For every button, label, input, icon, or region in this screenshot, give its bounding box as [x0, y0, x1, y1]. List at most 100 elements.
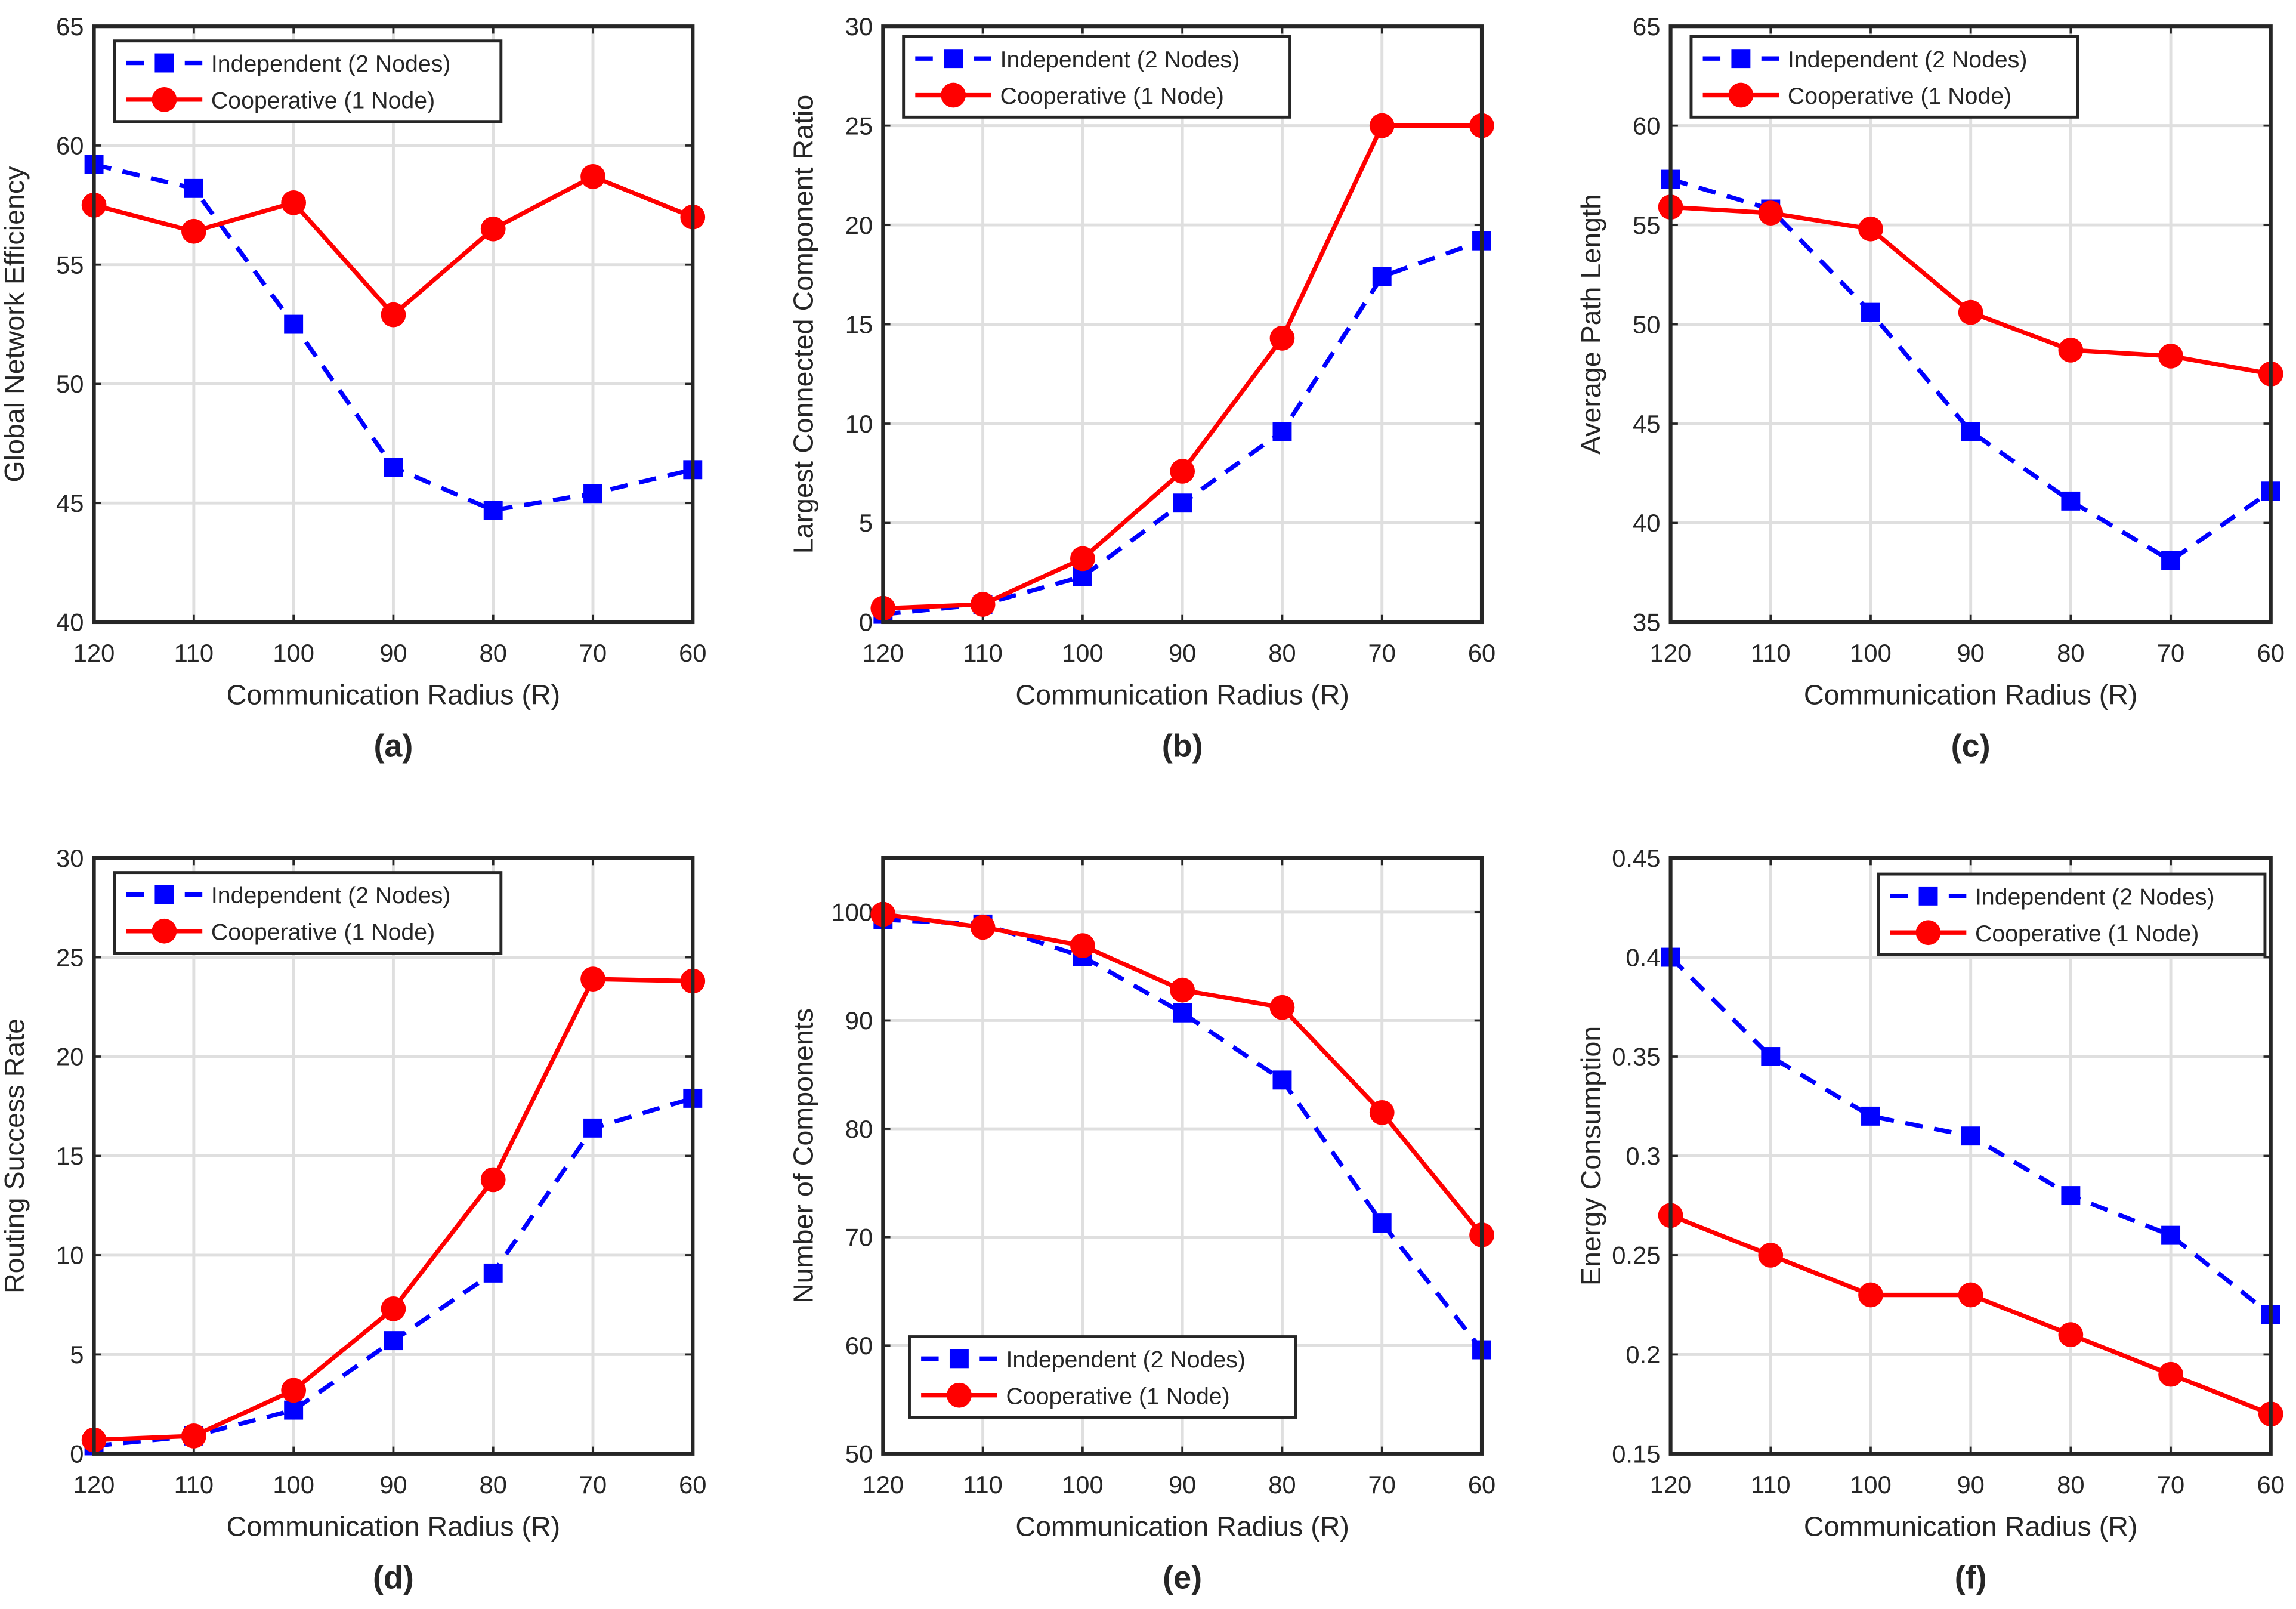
legend-circle-marker-icon	[941, 82, 966, 108]
data-point-cooperative	[2158, 1361, 2183, 1387]
data-point-cooperative	[580, 966, 605, 992]
y-tick-label: 90	[845, 1006, 873, 1034]
y-tick-label: 0.3	[1626, 1142, 1660, 1170]
legend-square-marker-icon	[154, 53, 174, 73]
y-tick-label: 40	[56, 609, 84, 637]
data-point-cooperative	[1758, 200, 1784, 226]
data-point-independent	[284, 1400, 304, 1420]
y-tick-label: 25	[845, 112, 873, 140]
x-tick-label: 90	[1169, 1471, 1196, 1499]
axes-box	[881, 856, 1484, 1456]
axes-box	[92, 24, 695, 625]
legend-box	[1689, 35, 2079, 119]
y-tick-label: 10	[845, 410, 873, 438]
legend-label: Cooperative (1 Node)	[211, 88, 435, 114]
legend-square-marker-icon	[1918, 886, 1938, 906]
y-axis-label: Routing Success Rate	[0, 1018, 30, 1293]
data-point-cooperative	[1170, 459, 1195, 484]
x-tick-label: 60	[1468, 1471, 1495, 1499]
data-point-cooperative	[1269, 326, 1295, 351]
x-tick-label: 70	[1368, 1471, 1396, 1499]
y-tick-label: 55	[56, 251, 84, 279]
x-tick-label: 60	[2257, 639, 2285, 667]
legend-item-independent: Independent (2 Nodes)	[126, 51, 451, 77]
y-tick-label: 15	[56, 1142, 84, 1170]
y-tick-label: 0.15	[1612, 1440, 1660, 1468]
data-point-independent	[1372, 267, 1392, 286]
legend-item-independent: Independent (2 Nodes)	[921, 1347, 1246, 1373]
legend-box	[1877, 872, 2267, 956]
data-point-cooperative	[1070, 933, 1095, 959]
legend-label: Independent (2 Nodes)	[211, 51, 451, 77]
legend-square-marker-icon	[154, 885, 174, 904]
y-tick-label: 20	[845, 211, 873, 239]
data-point-independent	[1761, 1047, 1781, 1066]
x-tick-label: 90	[1169, 639, 1196, 667]
x-tick-label: 110	[174, 639, 214, 667]
data-point-independent	[483, 1263, 503, 1283]
subplot-f: 120 110 100 90 80 70 60 0.15 0.2 0.25 0.3 0.35 0.4 0.…	[1575, 844, 2285, 1596]
subplot-c: 120 110 100 90 80 70 60 35 40 45 50 55 60 65 Communica…	[1575, 13, 2285, 764]
data-point-independent	[1961, 422, 1980, 441]
y-axis-label: Largest Connected Component Ratio	[788, 95, 819, 554]
y-tick-label: 50	[56, 370, 84, 398]
axes-box	[881, 24, 1484, 625]
panel-label: (a)	[373, 728, 413, 764]
y-tick-label: 10	[56, 1242, 84, 1270]
legend-item-cooperative: Cooperative (1 Node)	[126, 918, 435, 945]
x-tick-label: 70	[579, 639, 607, 667]
data-point-cooperative	[970, 592, 996, 617]
x-tick-label: 120	[1650, 1471, 1692, 1499]
legend-label: Independent (2 Nodes)	[211, 882, 451, 909]
data-point-cooperative	[480, 1167, 506, 1193]
y-tick-label: 35	[1633, 609, 1660, 637]
x-tick-label: 90	[379, 1471, 407, 1499]
x-tick-label: 60	[2257, 1471, 2285, 1499]
x-tick-label: 120	[863, 639, 904, 667]
legend: Independent (2 Nodes) Cooperative (1 Node…	[113, 39, 503, 123]
data-point-cooperative	[1369, 1100, 1395, 1125]
x-tick-label: 80	[2057, 1471, 2084, 1499]
x-axis-label: Communication Radius (R)	[227, 1511, 561, 1542]
data-point-independent	[2161, 1225, 2181, 1245]
y-tick-label: 40	[1633, 509, 1660, 537]
y-tick-label: 0.35	[1612, 1043, 1660, 1071]
y-tick-label: 65	[1633, 13, 1660, 41]
legend-label: Cooperative (1 Node)	[1000, 83, 1224, 109]
legend-label: Independent (2 Nodes)	[1788, 47, 2028, 73]
data-point-cooperative	[1858, 1282, 1883, 1308]
y-tick-label: 80	[845, 1115, 873, 1143]
legend: Independent (2 Nodes) Cooperative (1 Node…	[1877, 872, 2267, 956]
y-tick-label: 15	[845, 310, 873, 338]
panel-label: (e)	[1163, 1560, 1202, 1596]
x-tick-label: 70	[2157, 639, 2184, 667]
x-tick-label: 80	[1268, 639, 1296, 667]
data-point-independent	[2061, 1186, 2081, 1206]
legend-item-cooperative: Cooperative (1 Node)	[1890, 920, 2199, 947]
data-point-independent	[2061, 491, 2081, 511]
data-point-independent	[384, 458, 403, 477]
y-tick-label: 0.4	[1626, 943, 1660, 971]
x-tick-label: 100	[273, 639, 314, 667]
legend-box	[902, 35, 1291, 119]
y-tick-label: 25	[56, 943, 84, 971]
y-axis-label: Energy Consumption	[1575, 1026, 1606, 1286]
y-tick-label: 5	[70, 1341, 84, 1369]
data-point-independent	[384, 1331, 403, 1351]
legend-circle-marker-icon	[152, 918, 177, 944]
x-axis-label: Communication Radius (R)	[1804, 679, 2138, 710]
x-tick-label: 120	[1650, 639, 1692, 667]
x-tick-label: 100	[1062, 639, 1104, 667]
data-point-cooperative	[580, 164, 605, 189]
x-tick-label: 90	[1957, 1471, 1984, 1499]
data-point-independent	[1272, 422, 1292, 441]
legend-item-independent: Independent (2 Nodes)	[1702, 47, 2028, 73]
x-tick-label: 80	[480, 1471, 507, 1499]
y-tick-label: 0.45	[1612, 844, 1660, 872]
x-axis-label: Communication Radius (R)	[1015, 1511, 1349, 1542]
y-tick-label: 50	[1633, 310, 1660, 338]
legend-label: Cooperative (1 Node)	[1006, 1383, 1229, 1409]
y-tick-label: 100	[832, 898, 873, 927]
legend-label: Independent (2 Nodes)	[1006, 1347, 1246, 1373]
